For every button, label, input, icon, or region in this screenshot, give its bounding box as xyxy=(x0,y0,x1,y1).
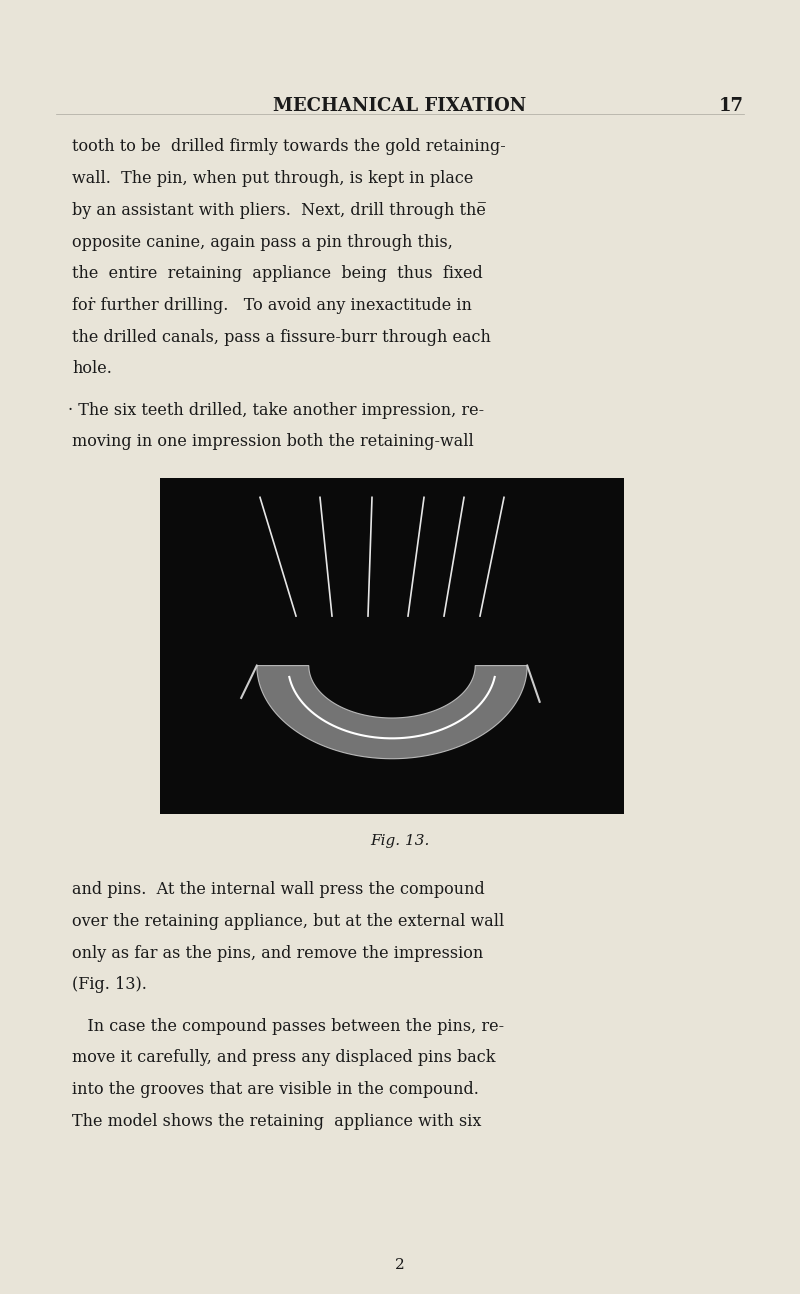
Text: over the retaining appliance, but at the external wall: over the retaining appliance, but at the… xyxy=(72,914,504,930)
Text: only as far as the pins, and remove the impression: only as far as the pins, and remove the … xyxy=(72,945,483,961)
Text: foṙ further drilling.   To avoid any inexactitude in: foṙ further drilling. To avoid any inex… xyxy=(72,296,472,314)
Text: into the grooves that are visible in the compound.: into the grooves that are visible in the… xyxy=(72,1080,479,1099)
Text: by an assistant with pliers.  Next, drill through the̅: by an assistant with pliers. Next, drill… xyxy=(72,202,486,219)
Text: moving in one impression both the retaining-wall: moving in one impression both the retain… xyxy=(72,433,474,450)
Text: The model shows the retaining  appliance with six: The model shows the retaining appliance … xyxy=(72,1113,482,1130)
Text: Fig. 13.: Fig. 13. xyxy=(370,833,430,848)
Text: the drilled canals, pass a fissure-burr through each: the drilled canals, pass a fissure-burr … xyxy=(72,329,491,345)
Bar xyxy=(160,477,624,814)
Text: wall.  The pin, when put through, is kept in place: wall. The pin, when put through, is kept… xyxy=(72,170,474,188)
Text: and pins.  At the internal wall press the compound: and pins. At the internal wall press the… xyxy=(72,881,485,898)
Text: opposite canine, again pass a pin through this,: opposite canine, again pass a pin throug… xyxy=(72,233,453,251)
Text: · The six teeth drilled, take another impression, re-: · The six teeth drilled, take another im… xyxy=(68,401,484,418)
Text: the  entire  retaining  appliance  being  thus  fixed: the entire retaining appliance being thu… xyxy=(72,265,482,282)
Text: MECHANICAL FIXATION: MECHANICAL FIXATION xyxy=(274,97,526,115)
Text: 17: 17 xyxy=(719,97,744,115)
Text: tooth to be  drilled firmly towards the gold retaining-: tooth to be drilled firmly towards the g… xyxy=(72,138,506,155)
Text: (Fig. 13).: (Fig. 13). xyxy=(72,977,147,994)
Text: hole.: hole. xyxy=(72,360,112,378)
Polygon shape xyxy=(257,665,527,758)
Text: move it carefully, and press any displaced pins back: move it carefully, and press any displac… xyxy=(72,1049,495,1066)
Text: In case the compound passes between the pins, re-: In case the compound passes between the … xyxy=(72,1017,504,1035)
Text: 2: 2 xyxy=(395,1258,405,1272)
